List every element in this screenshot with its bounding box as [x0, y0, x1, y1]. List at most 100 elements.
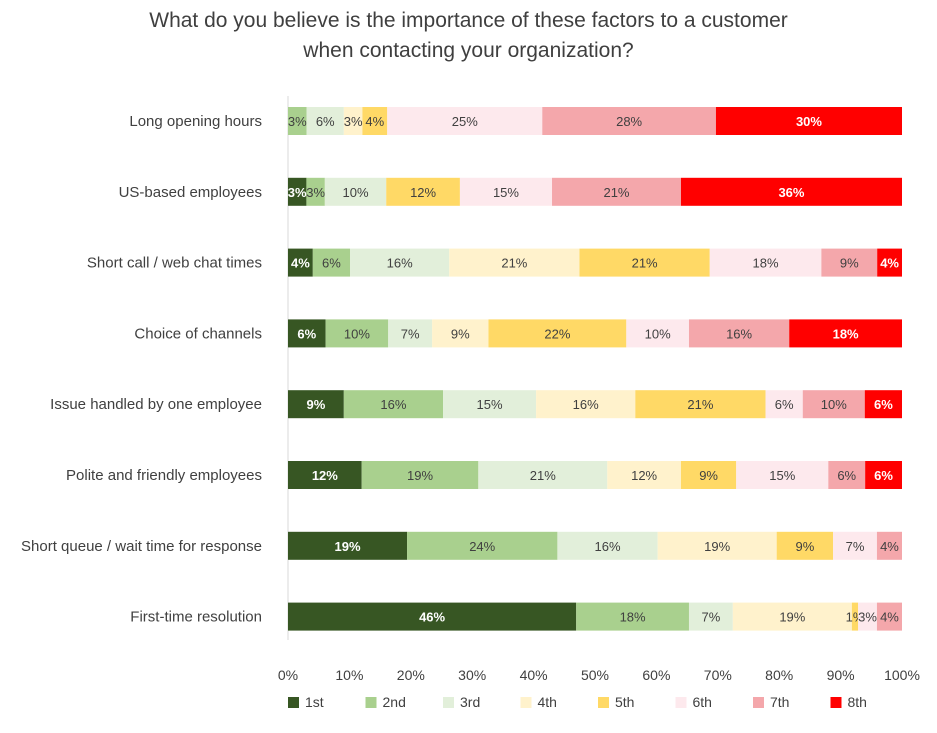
data-label-issue-handled-by-one-employee-7th: 10% [821, 397, 847, 412]
data-label-long-opening-hours-6th: 25% [452, 114, 478, 129]
category-label-first-time-resolution: First-time resolution [130, 609, 262, 626]
x-tick-label-7: 70% [704, 667, 732, 683]
category-label-us-based-employees: US-based employees [119, 184, 262, 201]
chart-legend: 1st 2nd 3rd 4th 5th 6th 7th 8th [288, 694, 867, 710]
bar-segment-long-opening-hours-3rd [306, 107, 344, 135]
data-label-first-time-resolution-7th: 4% [880, 610, 899, 625]
category-label-issue-handled-by-one-employee: Issue handled by one employee [50, 396, 262, 413]
bar-segment-long-opening-hours-4th [343, 107, 363, 135]
data-label-issue-handled-by-one-employee-6th: 6% [775, 397, 794, 412]
category-label-short-queue-wait-time-for-response: Short queue / wait time for response [21, 538, 262, 555]
data-label-polite-and-friendly-employees-3rd: 21% [530, 468, 556, 483]
bar-segment-short-queue-wait-time-for-response-4th [657, 531, 777, 560]
category-label-choice-of-channels: Choice of channels [134, 325, 262, 342]
bar-segment-us-based-employees-3rd [324, 177, 387, 206]
bar-segment-long-opening-hours-2nd [288, 107, 307, 135]
bar-segment-short-queue-wait-time-for-response-1st [288, 531, 408, 560]
chart-bars: 3% 6% 3% 4% 25% 28% 30%3% 3% 10% 12% 15% 21% 36%4% 6%… [288, 107, 902, 631]
data-label-us-based-employees-2nd: 3% [306, 185, 325, 200]
data-label-short-call-web-chat-times-7th: 9% [840, 256, 859, 271]
data-label-polite-and-friendly-employees-2nd: 19% [407, 468, 433, 483]
legend-swatch-6th [675, 697, 687, 708]
data-label-short-queue-wait-time-for-response-3rd: 16% [595, 539, 621, 554]
legend-label-5th: 5th [615, 694, 634, 710]
data-label-us-based-employees-6th: 15% [493, 185, 519, 200]
bar-segment-choice-of-channels-6th [626, 319, 689, 348]
data-label-first-time-resolution-4th: 19% [779, 610, 805, 625]
bar-segment-first-time-resolution-7th [876, 602, 902, 631]
legend-label-7th: 7th [770, 694, 789, 710]
data-label-first-time-resolution-2nd: 18% [620, 610, 646, 625]
data-label-long-opening-hours-7th: 28% [616, 114, 642, 129]
bar-segment-short-call-web-chat-times-5th [579, 248, 710, 277]
data-label-choice-of-channels-3rd: 7% [401, 326, 420, 341]
bar-segment-short-call-web-chat-times-1st [288, 248, 313, 277]
data-label-short-call-web-chat-times-2nd: 6% [322, 256, 341, 271]
legend-swatch-1st [288, 697, 299, 708]
data-label-us-based-employees-5th: 12% [410, 185, 436, 200]
x-tick-label-8: 80% [765, 667, 793, 683]
data-label-issue-handled-by-one-employee-3rd: 15% [477, 397, 503, 412]
bar-segment-first-time-resolution-6th [858, 602, 877, 631]
data-label-issue-handled-by-one-employee-4th: 16% [573, 397, 599, 412]
data-label-issue-handled-by-one-employee-1st: 9% [307, 397, 326, 412]
x-tick-label-0: 0% [278, 667, 298, 683]
data-label-short-queue-wait-time-for-response-2nd: 24% [469, 539, 495, 554]
legend-label-6th: 6th [693, 694, 712, 710]
bar-segment-choice-of-channels-2nd [325, 319, 389, 348]
chart-title-line-1: What do you believe is the importance of… [149, 9, 788, 32]
data-label-polite-and-friendly-employees-1st: 12% [312, 468, 338, 483]
data-label-long-opening-hours-4th: 3% [344, 114, 363, 129]
category-label-polite-and-friendly-employees: Polite and friendly employees [66, 467, 262, 484]
legend-swatch-2nd [365, 697, 377, 708]
category-labels: Long opening hours US-based employees Shor… [21, 113, 262, 626]
data-label-short-queue-wait-time-for-response-6th: 7% [846, 539, 865, 554]
legend-label-2nd: 2nd [383, 694, 406, 710]
legend-label-3rd: 3rd [460, 694, 480, 710]
bar-segment-short-queue-wait-time-for-response-6th [833, 531, 877, 560]
bar-segment-issue-handled-by-one-employee-5th [635, 390, 766, 419]
legend-swatch-8th [830, 697, 842, 708]
data-label-short-call-web-chat-times-1st: 4% [291, 256, 310, 271]
bar-segment-first-time-resolution-5th [851, 602, 859, 631]
data-label-short-queue-wait-time-for-response-4th: 19% [704, 539, 730, 554]
legend-swatch-3rd [443, 697, 454, 708]
bar-segment-us-based-employees-7th [552, 177, 681, 206]
data-label-polite-and-friendly-employees-5th: 9% [699, 468, 718, 483]
data-label-polite-and-friendly-employees-8th: 6% [874, 468, 893, 483]
legend-swatch-4th [520, 697, 532, 708]
data-label-choice-of-channels-1st: 6% [297, 326, 316, 341]
x-tick-label-2: 20% [397, 667, 425, 683]
bar-segment-long-opening-hours-8th [715, 107, 902, 135]
legend-label-1st: 1st [305, 694, 324, 710]
bar-segment-us-based-employees-8th [680, 177, 902, 206]
x-tick-label-5: 50% [581, 667, 609, 683]
data-label-short-call-web-chat-times-8th: 4% [880, 256, 899, 271]
data-label-short-queue-wait-time-for-response-1st: 19% [335, 539, 361, 554]
data-label-short-call-web-chat-times-4th: 21% [501, 256, 527, 271]
bar-segment-short-queue-wait-time-for-response-2nd [407, 531, 558, 560]
data-label-choice-of-channels-2nd: 10% [344, 326, 370, 341]
data-label-long-opening-hours-3rd: 6% [316, 114, 335, 129]
data-label-short-call-web-chat-times-6th: 18% [753, 256, 779, 271]
bar-segment-long-opening-hours-6th [387, 107, 543, 135]
data-label-choice-of-channels-7th: 16% [726, 326, 752, 341]
bar-segment-long-opening-hours-5th [362, 107, 388, 135]
bar-segment-choice-of-channels-3rd [388, 319, 433, 348]
bar-segment-short-call-web-chat-times-3rd [350, 248, 450, 277]
x-tick-label-4: 40% [520, 667, 548, 683]
data-label-long-opening-hours-5th: 4% [365, 114, 384, 129]
bar-segment-polite-and-friendly-employees-1st [288, 461, 362, 489]
bar-segment-short-queue-wait-time-for-response-3rd [557, 531, 658, 560]
data-label-issue-handled-by-one-employee-2nd: 16% [380, 397, 406, 412]
bar-segment-first-time-resolution-1st [288, 602, 577, 631]
data-label-short-call-web-chat-times-3rd: 16% [387, 256, 413, 271]
data-label-issue-handled-by-one-employee-8th: 6% [874, 397, 893, 412]
bar-segment-short-call-web-chat-times-2nd [312, 248, 351, 277]
bar-segment-polite-and-friendly-employees-7th [828, 461, 866, 489]
bar-segment-short-call-web-chat-times-4th [449, 248, 580, 277]
data-label-polite-and-friendly-employees-7th: 6% [837, 468, 856, 483]
data-label-choice-of-channels-8th: 18% [833, 326, 859, 341]
category-label-short-call-web-chat-times: Short call / web chat times [87, 255, 262, 272]
data-label-choice-of-channels-6th: 10% [645, 326, 671, 341]
